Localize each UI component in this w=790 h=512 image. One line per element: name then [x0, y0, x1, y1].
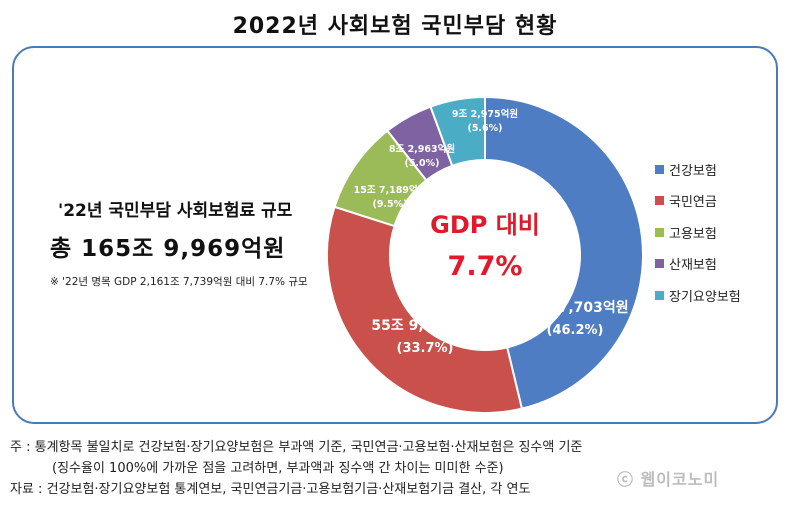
legend-swatch-pension: [655, 196, 664, 205]
donut-slice-pension: [326, 205, 524, 414]
slice-percent-label-industrial: (5.0%): [404, 158, 439, 169]
legend-swatch-longterm: [655, 290, 664, 300]
summary-note: ※ '22년 명목 GDP 2,161조 7,739억원 대비 7.7% 규모: [50, 276, 308, 288]
page-title: 2022년 사회보험 국민부담 현황: [232, 14, 558, 39]
legend-item-health: 건강보험: [655, 160, 741, 179]
legend-label-pension: 국민연금: [669, 195, 717, 210]
footnotes: 주 : 통계항목 불일치로 건강보험·장기요양보험은 부과액 기준, 국민연금·…: [10, 437, 582, 500]
legend-item-pension: 국민연금: [655, 192, 741, 210]
footnote-source: 자료 : 건강보험·장기요양보험 통계연보, 국민연금기금·고용보험기금·산재보…: [10, 482, 531, 497]
watermark: ⓒ 웹이코노미: [617, 470, 720, 489]
legend-label-industrial: 산재보험: [669, 258, 717, 273]
legend-item-industrial: 산재보험: [655, 255, 741, 273]
slice-percent-label-pension: (33.7%): [397, 341, 454, 356]
legend-label-health: 건강보험: [669, 163, 717, 179]
slice-value-label-employment: 15조 7,189억원: [354, 184, 427, 196]
slice-value-label-industrial: 8조 2,963억원: [389, 143, 455, 155]
center-label-title: GDP 대비: [430, 211, 540, 239]
slice-percent-label-longterm: (5.6%): [467, 123, 502, 134]
slice-percent-label-employment: (9.5%): [372, 199, 407, 210]
footnote-note: 주 : 통계항목 불일치로 건강보험·장기요양보험은 부과액 기준, 국민연금·…: [10, 440, 583, 455]
legend-item-longterm: 장기요양보험: [655, 286, 741, 305]
donut-slice-longterm: [429, 95, 486, 168]
slice-value-label-health: 76조 7,703억원: [521, 300, 628, 316]
slice-percent-label-health: (46.2%): [547, 323, 604, 338]
legend-swatch-health: [655, 164, 664, 174]
donut-slice-health: [484, 95, 644, 410]
legend-label-longterm: 장기요양보험: [669, 289, 741, 305]
slice-value-label-pension: 55조 9,140억원: [371, 318, 478, 334]
footnote-note-continued: (징수율이 100%에 가까운 점을 고려하면, 부과액과 징수액 간 차이는 …: [52, 461, 504, 476]
summary-total: 총 165조 9,969억원: [50, 236, 286, 262]
slice-value-label-longterm: 9조 2,975억원: [452, 108, 518, 120]
legend-item-employment: 고용보험: [655, 223, 741, 242]
legend-swatch-industrial: [655, 259, 664, 268]
center-label-value: 7.7%: [448, 251, 523, 282]
legend-label-employment: 고용보험: [669, 226, 717, 242]
summary-heading: '22년 국민부담 사회보험료 규모: [58, 201, 293, 221]
legend-swatch-employment: [655, 227, 664, 237]
